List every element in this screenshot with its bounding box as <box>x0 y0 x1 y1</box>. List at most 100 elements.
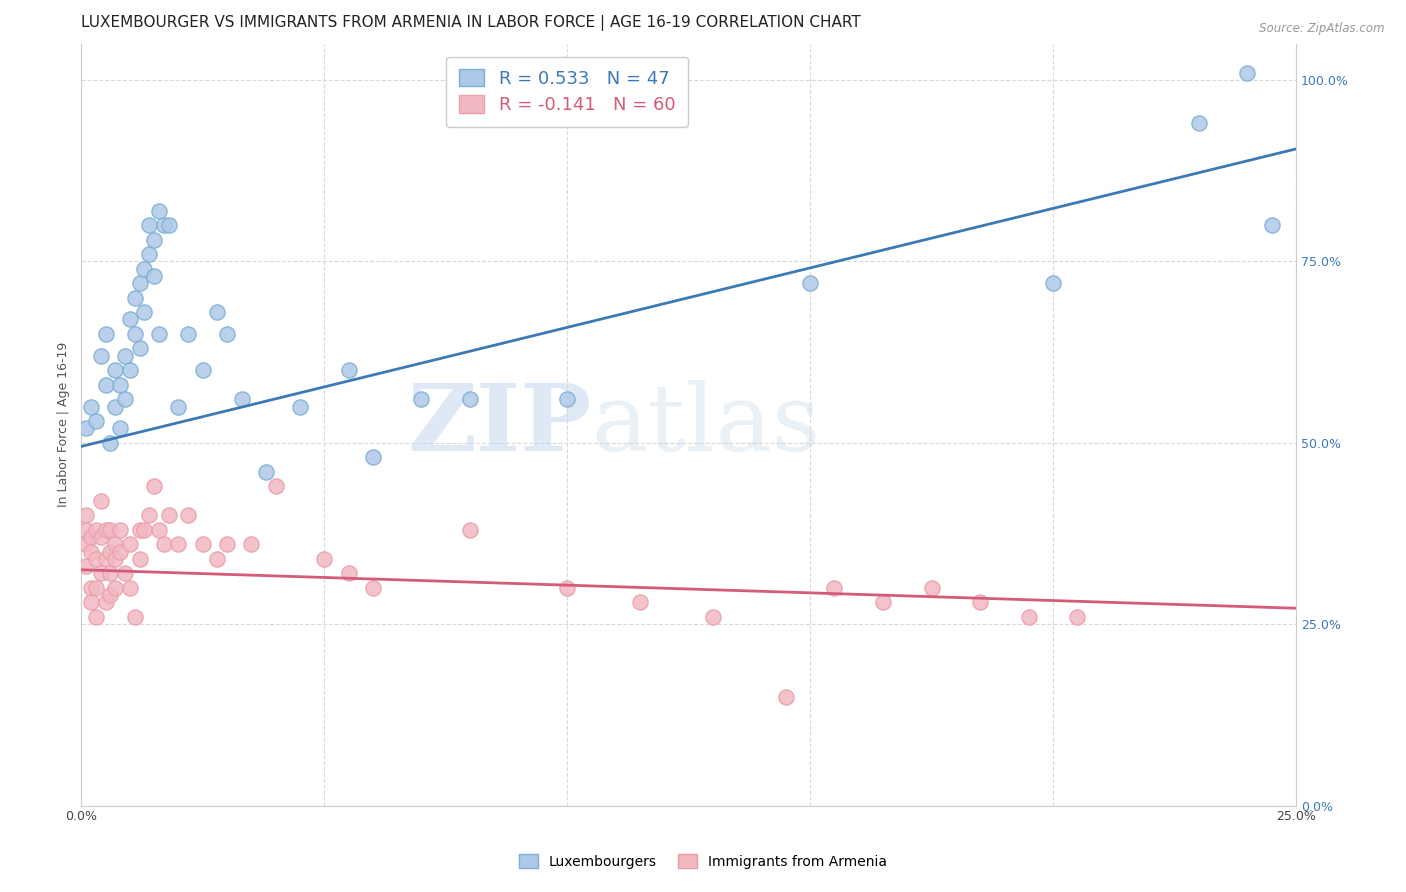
Point <box>969 595 991 609</box>
Point <box>458 392 481 407</box>
Point <box>555 581 578 595</box>
Point <box>90 349 112 363</box>
Point <box>555 392 578 407</box>
Point <box>138 508 160 523</box>
Point <box>84 523 107 537</box>
Point <box>207 552 229 566</box>
Point <box>215 537 238 551</box>
Legend: Luxembourgers, Immigrants from Armenia: Luxembourgers, Immigrants from Armenia <box>513 849 893 874</box>
Point <box>1066 610 1088 624</box>
Point <box>108 421 131 435</box>
Point <box>177 508 200 523</box>
Point <box>167 537 190 551</box>
Point <box>264 479 287 493</box>
Point <box>143 268 166 283</box>
Point <box>118 537 141 551</box>
Point <box>143 233 166 247</box>
Point <box>118 363 141 377</box>
Point <box>134 305 156 319</box>
Point <box>361 581 384 595</box>
Point <box>361 450 384 465</box>
Point <box>100 566 122 581</box>
Point <box>411 392 433 407</box>
Point <box>104 363 127 377</box>
Point <box>124 326 146 341</box>
Point <box>240 537 263 551</box>
Point <box>94 595 117 609</box>
Legend: R = 0.533   N = 47, R = -0.141   N = 60: R = 0.533 N = 47, R = -0.141 N = 60 <box>446 56 688 127</box>
Point <box>134 523 156 537</box>
Point <box>75 523 97 537</box>
Point <box>100 544 122 558</box>
Text: Source: ZipAtlas.com: Source: ZipAtlas.com <box>1260 22 1385 36</box>
Point <box>337 566 360 581</box>
Text: LUXEMBOURGER VS IMMIGRANTS FROM ARMENIA IN LABOR FORCE | AGE 16-19 CORRELATION C: LUXEMBOURGER VS IMMIGRANTS FROM ARMENIA … <box>82 15 860 31</box>
Point <box>94 326 117 341</box>
Point <box>824 581 846 595</box>
Point <box>128 552 150 566</box>
Point <box>84 610 107 624</box>
Point <box>114 392 136 407</box>
Point <box>80 595 103 609</box>
Point <box>153 537 176 551</box>
Point <box>118 312 141 326</box>
Point <box>104 400 127 414</box>
Point <box>75 508 97 523</box>
Point <box>254 465 277 479</box>
Point <box>104 552 127 566</box>
Point <box>138 218 160 232</box>
Text: ZIP: ZIP <box>408 380 592 470</box>
Point <box>458 523 481 537</box>
Point <box>90 566 112 581</box>
Point <box>80 400 103 414</box>
Point <box>100 523 122 537</box>
Point <box>124 610 146 624</box>
Point <box>94 377 117 392</box>
Point <box>84 552 107 566</box>
Point <box>1042 276 1064 290</box>
Point <box>104 581 127 595</box>
Point <box>114 566 136 581</box>
Point <box>104 537 127 551</box>
Point <box>872 595 894 609</box>
Point <box>80 530 103 544</box>
Point <box>80 581 103 595</box>
Text: atlas: atlas <box>592 380 821 470</box>
Point <box>702 610 724 624</box>
Point <box>207 305 229 319</box>
Point <box>84 414 107 428</box>
Point <box>124 291 146 305</box>
Point <box>231 392 253 407</box>
Point <box>90 493 112 508</box>
Point <box>167 400 190 414</box>
Point <box>775 690 797 704</box>
Point <box>191 363 214 377</box>
Point <box>90 530 112 544</box>
Point <box>94 523 117 537</box>
Point <box>148 326 170 341</box>
Point <box>1236 65 1258 79</box>
Point <box>288 400 311 414</box>
Point <box>157 218 180 232</box>
Point <box>75 559 97 574</box>
Point <box>1261 218 1284 232</box>
Point <box>157 508 180 523</box>
Point <box>75 421 97 435</box>
Point <box>108 523 131 537</box>
Point <box>148 203 170 218</box>
Point <box>108 544 131 558</box>
Point <box>337 363 360 377</box>
Point <box>80 544 103 558</box>
Point <box>84 581 107 595</box>
Point <box>148 523 170 537</box>
Point <box>114 349 136 363</box>
Point <box>108 377 131 392</box>
Point <box>128 276 150 290</box>
Point <box>128 523 150 537</box>
Point <box>134 261 156 276</box>
Point <box>191 537 214 551</box>
Point <box>128 342 150 356</box>
Point <box>799 276 821 290</box>
Point <box>143 479 166 493</box>
Point <box>100 435 122 450</box>
